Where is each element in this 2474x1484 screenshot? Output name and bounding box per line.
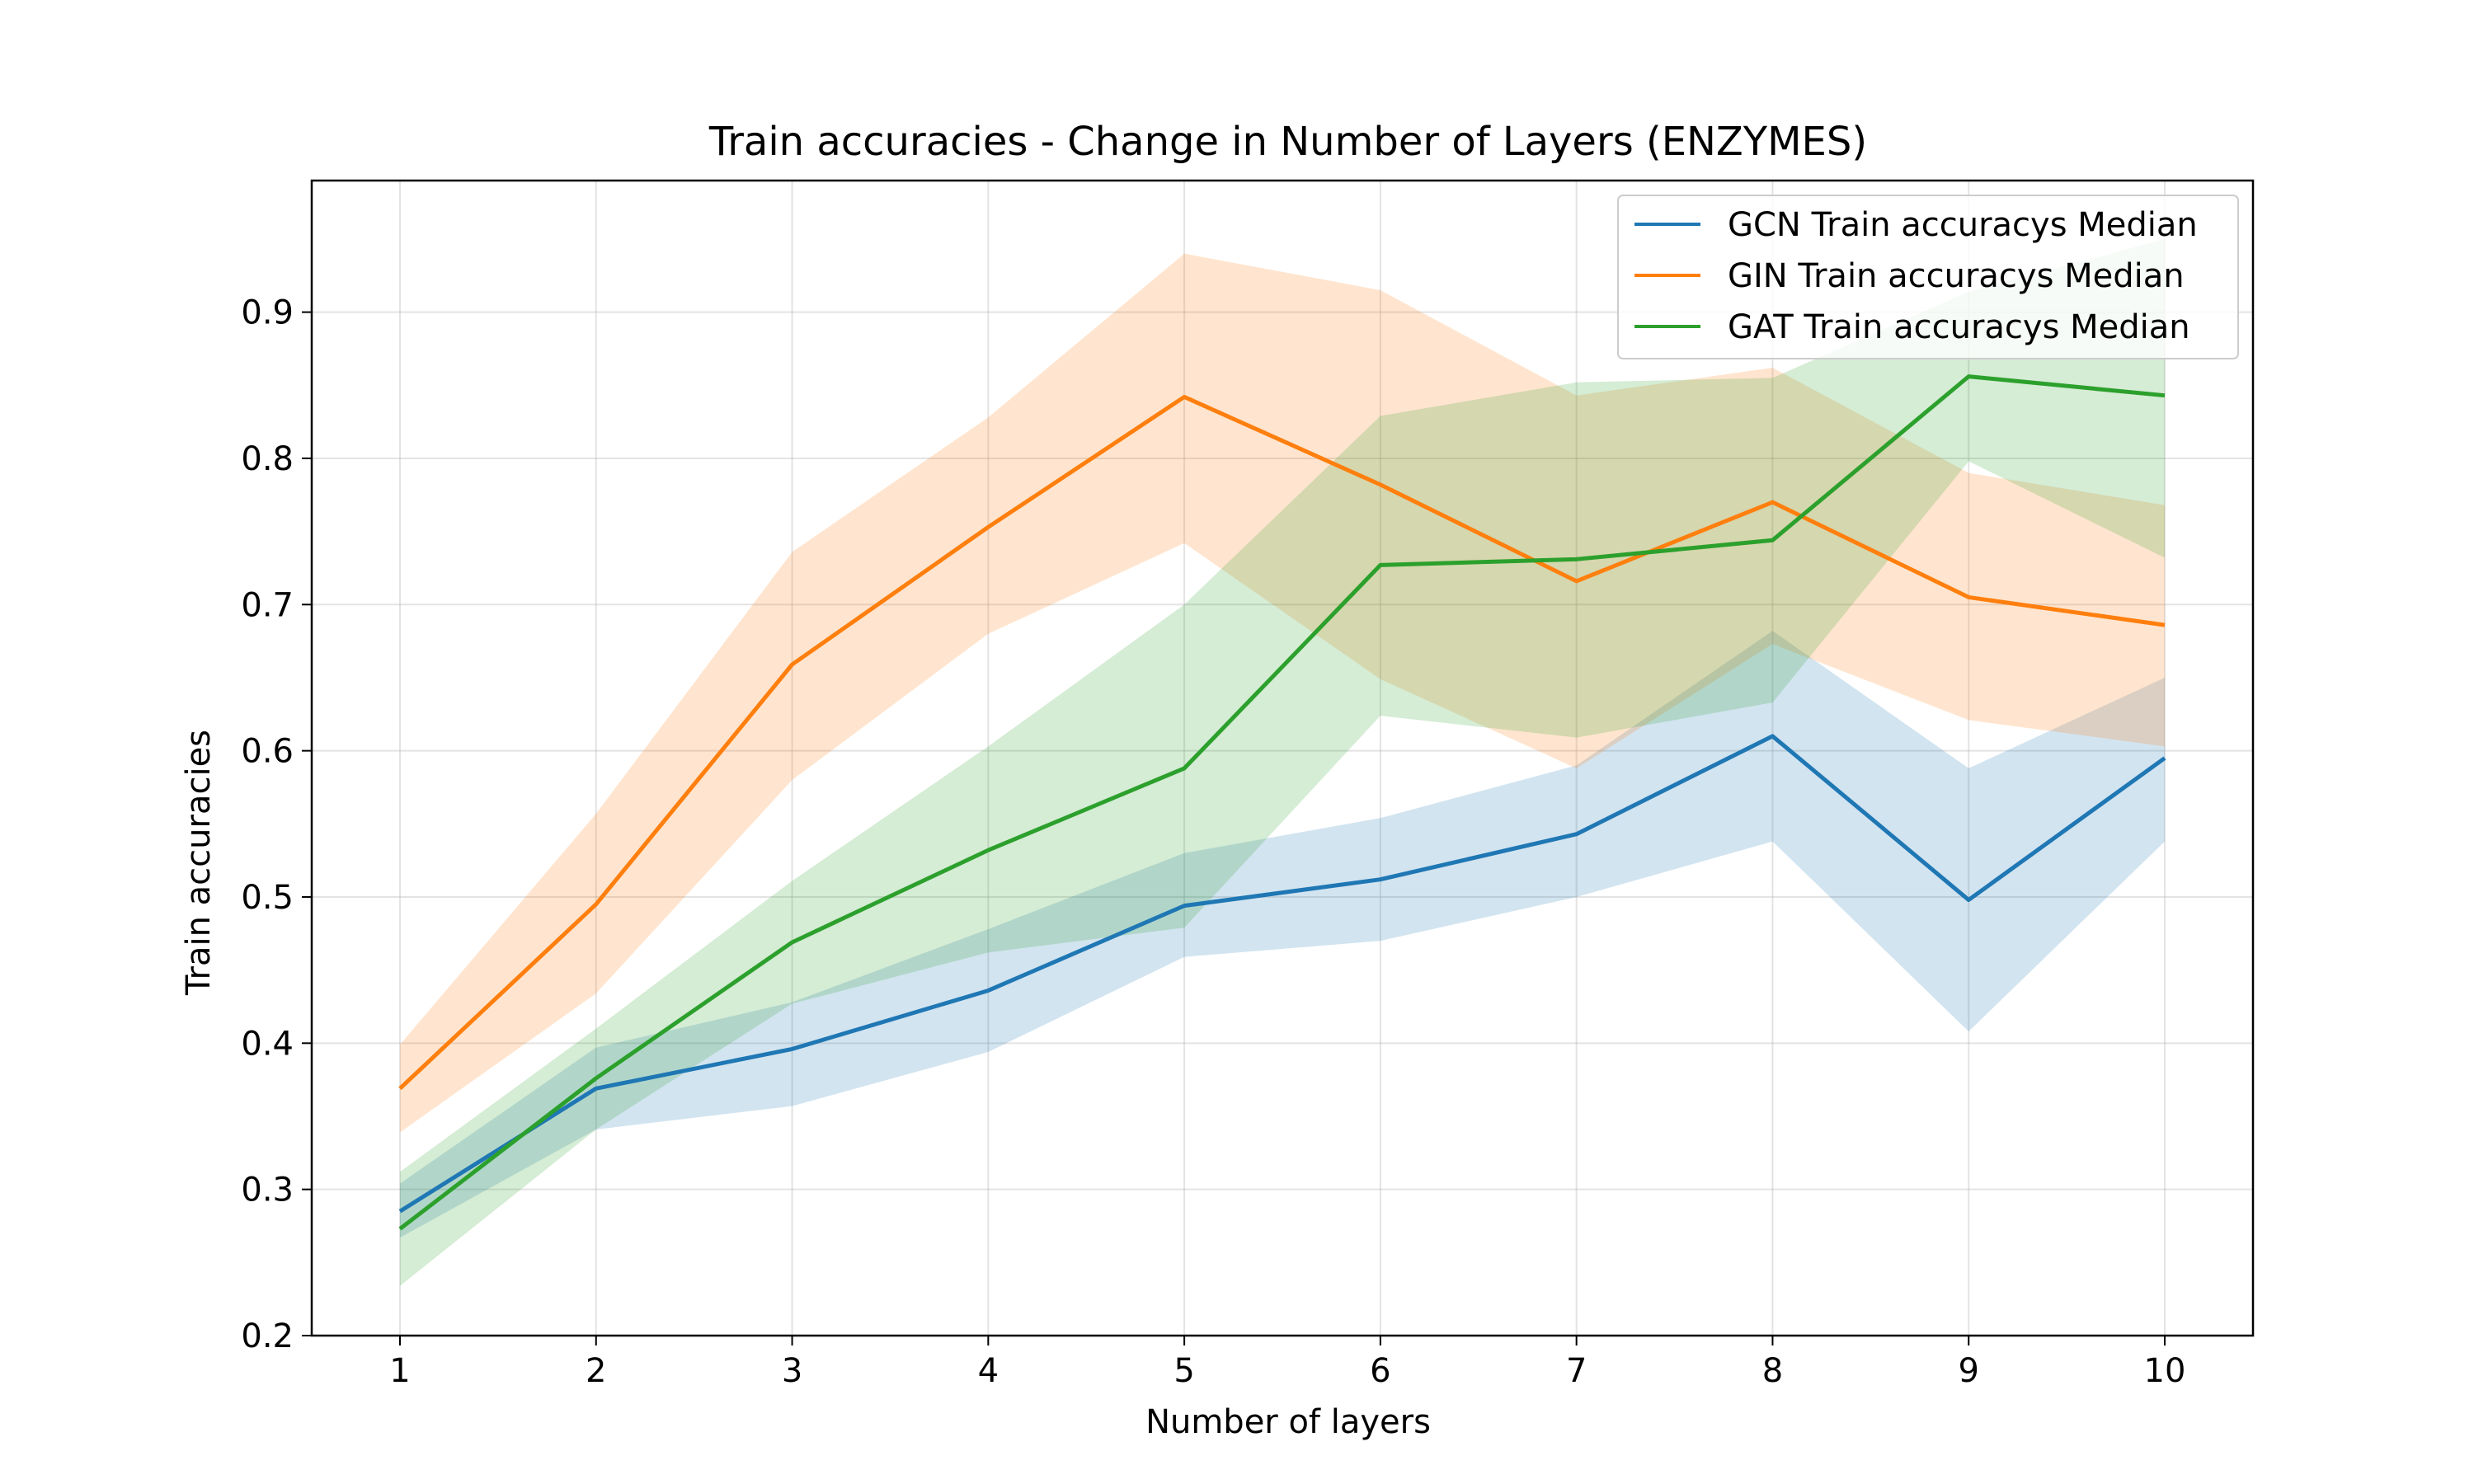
legend-label-gin: GIN Train accuracys Median [1728,257,2185,295]
series-lines [398,374,2166,1231]
legend-entry-gin: GIN Train accuracys Median [1634,257,2185,295]
x-axis-label: Number of layers [1145,1403,1431,1441]
x-tick-label: 10 [2144,1352,2186,1390]
x-tick-label: 2 [586,1352,606,1390]
y-tick-label: 0.8 [241,440,294,478]
y-tick-label: 0.5 [241,879,294,917]
y-tick-label: 0.2 [241,1317,294,1355]
legend-label-gcn: GCN Train accuracys Median [1728,206,2198,244]
x-tick-label: 5 [1174,1352,1194,1390]
y-tick-label: 0.3 [241,1172,294,1209]
legend: GCN Train accuracys Median GIN Train acc… [1617,195,2239,359]
legend-entry-gat: GAT Train accuracys Median [1634,308,2190,346]
series-line-gcn [398,734,2166,1214]
plot-area-frame [310,179,2255,1337]
x-tick-label: 3 [782,1352,802,1390]
x-tick-label: 9 [1958,1352,1978,1390]
x-tick-label: 8 [1762,1352,1783,1390]
series-line-gin [398,394,2166,1091]
confidence-bands [400,238,2165,1286]
y-tick-label: 0.7 [241,586,294,624]
x-tick-label: 1 [389,1352,410,1390]
series-line-gat [398,374,2166,1231]
band-gat [400,238,2165,1286]
band-gcn [400,631,2165,1238]
y-tick-label: 0.6 [241,733,294,771]
y-tick-label: 0.9 [241,294,294,332]
legend-frame [1617,195,2239,359]
chart-title: Train accuracies - Change in Number of L… [708,119,1867,165]
y-tick-label: 0.4 [241,1025,294,1063]
x-tick-label: 7 [1566,1352,1587,1390]
legend-entry-gcn: GCN Train accuracys Median [1634,206,2198,244]
band-gin [400,253,2165,1133]
x-tick-label: 4 [978,1352,999,1390]
legend-label-gat: GAT Train accuracys Median [1728,308,2190,346]
x-tick-label: 6 [1370,1352,1390,1390]
y-axis-label: Train accuracies [180,730,218,996]
axis-ticks: 1 2 3 4 5 6 7 8 9 10 0.2 0.3 0.4 0.5 0.6 0.7 0.8 0.9 [241,294,2185,1390]
